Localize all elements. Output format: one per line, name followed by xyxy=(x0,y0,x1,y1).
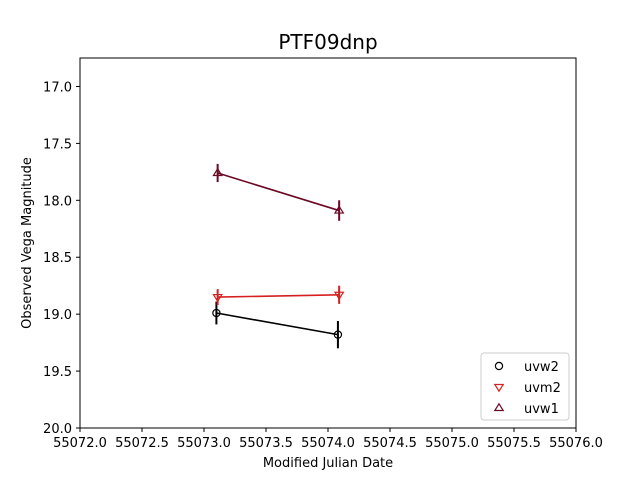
y-tick-label: 20.0 xyxy=(43,422,72,437)
series-uvm2 xyxy=(212,285,345,306)
data-point-uvm2 xyxy=(212,293,223,303)
y-axis-label: Observed Vega Magnitude xyxy=(20,157,35,329)
x-tick-label: 55076.0 xyxy=(549,436,603,451)
legend-label-uvw1: uvw1 xyxy=(524,402,559,417)
series-uvw1 xyxy=(212,163,345,221)
y-tick-label: 18.5 xyxy=(43,251,72,266)
y-tick-label: 17.0 xyxy=(43,80,72,95)
legend-marker-uvw2 xyxy=(494,361,504,371)
x-tick-label: 55073.0 xyxy=(177,436,231,451)
y-tick-label: 17.5 xyxy=(43,137,72,152)
data-point-uvw2 xyxy=(212,308,221,318)
chart-title: PTF09dnp xyxy=(278,30,377,54)
legend-label-uvw2: uvw2 xyxy=(524,360,559,375)
y-tick-label: 19.0 xyxy=(43,308,72,323)
legend-box xyxy=(480,352,570,421)
data-point-uvm2 xyxy=(333,291,345,301)
data-point-uvw1 xyxy=(333,205,345,214)
series-line-uvw2 xyxy=(216,312,339,336)
data-point-uvw1 xyxy=(212,167,223,177)
y-tick-label: 18.0 xyxy=(43,194,72,209)
series-uvw2 xyxy=(212,301,343,349)
x-axis-label: Modified Julian Date xyxy=(263,456,393,471)
legend-marker-uvm2 xyxy=(493,383,505,393)
x-tick-label: 55072.0 xyxy=(53,436,107,451)
series-line-uvm2 xyxy=(217,294,340,298)
x-tick-label: 55074.0 xyxy=(301,436,355,451)
axes: 55072.0 55072.5 55073.0 55073.5 55074.0 55074… xyxy=(43,57,603,451)
legend-label-uvm2: uvm2 xyxy=(524,381,561,396)
y-tick-label: 19.5 xyxy=(43,365,72,380)
plot-area xyxy=(212,163,345,349)
legend: uvw2 uvm2 uvw1 xyxy=(480,352,570,421)
x-tick-label: 55073.5 xyxy=(239,436,293,451)
x-tick-label: 55075.5 xyxy=(487,436,541,451)
data-point-uvw2 xyxy=(333,330,343,339)
x-tick-label: 55072.5 xyxy=(115,436,169,451)
x-tick-label: 55074.5 xyxy=(363,436,417,451)
x-tick-label: 55075.0 xyxy=(425,436,479,451)
series-line-uvw1 xyxy=(217,172,340,212)
legend-marker-uvw1 xyxy=(493,402,505,412)
